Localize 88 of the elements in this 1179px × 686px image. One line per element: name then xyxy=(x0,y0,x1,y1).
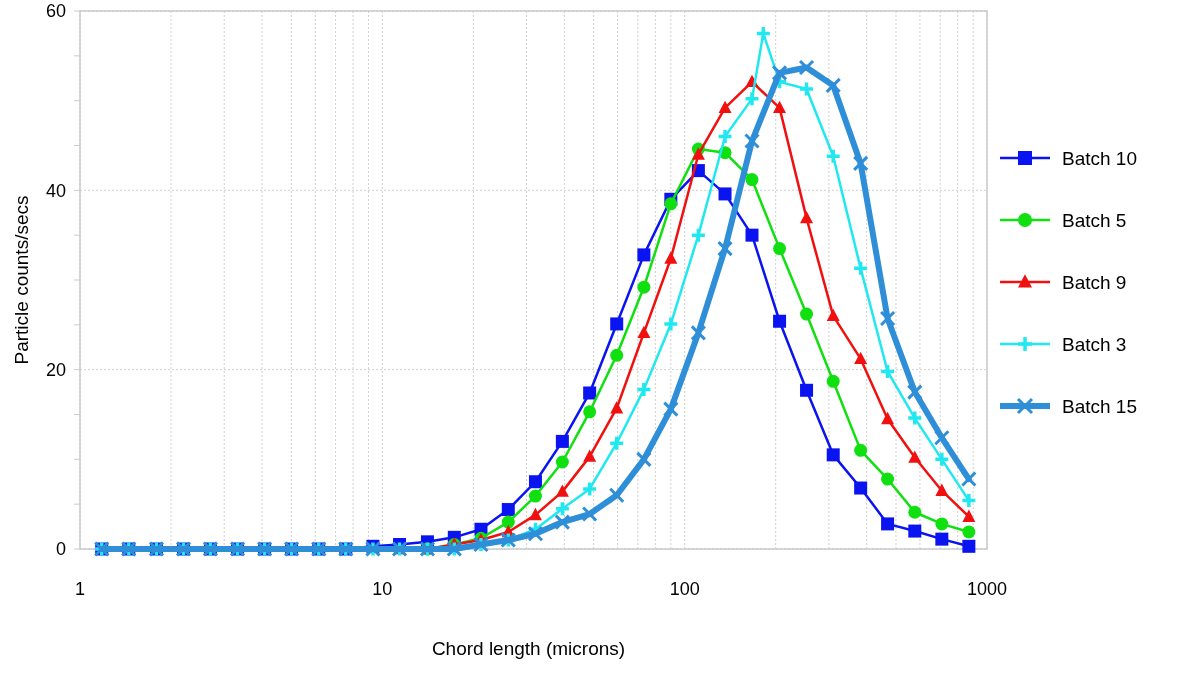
point xyxy=(854,481,868,495)
point xyxy=(906,384,923,401)
point xyxy=(662,315,680,333)
point xyxy=(960,471,977,488)
point xyxy=(745,228,759,242)
point xyxy=(716,128,734,145)
point xyxy=(854,443,868,457)
point xyxy=(825,77,842,94)
point xyxy=(881,472,895,486)
point xyxy=(962,509,976,522)
y-tick-label: 60 xyxy=(45,1,66,22)
point xyxy=(501,503,515,517)
point xyxy=(935,483,949,496)
point xyxy=(691,147,705,160)
point xyxy=(826,308,840,322)
legend-label: Batch 9 xyxy=(1062,271,1127,293)
point xyxy=(718,100,732,114)
point xyxy=(555,484,569,497)
x-tick-label: 100 xyxy=(669,579,700,599)
point xyxy=(528,475,542,489)
point xyxy=(690,226,707,244)
point xyxy=(664,197,678,211)
y-axis-title: Particle counts/secs xyxy=(11,195,32,365)
x-axis-title: Chord length (microns) xyxy=(431,638,626,659)
y-tick-label: 20 xyxy=(45,359,66,380)
point xyxy=(635,451,652,468)
legend-label: Batch 15 xyxy=(1062,395,1137,417)
point xyxy=(773,242,787,256)
point xyxy=(555,455,569,469)
point xyxy=(610,401,624,414)
point xyxy=(637,248,651,262)
point xyxy=(935,532,949,546)
point xyxy=(743,90,761,108)
point xyxy=(583,405,597,419)
point xyxy=(771,64,788,81)
point xyxy=(501,515,515,529)
y-tick-label: 0 xyxy=(55,539,66,560)
point xyxy=(800,210,814,224)
point xyxy=(583,449,597,462)
x-tick-label: 1 xyxy=(74,579,86,599)
point xyxy=(908,450,922,463)
legend-label: Batch 5 xyxy=(1062,209,1127,231)
point xyxy=(555,434,569,448)
point xyxy=(664,251,678,264)
point xyxy=(881,411,895,425)
point xyxy=(879,310,896,327)
point xyxy=(744,133,760,150)
point xyxy=(637,325,651,339)
point xyxy=(554,500,571,517)
point xyxy=(962,525,976,539)
point xyxy=(662,401,679,418)
point xyxy=(581,480,598,498)
legend-label: Batch 10 xyxy=(1062,147,1137,169)
point xyxy=(800,383,814,397)
point xyxy=(608,487,625,504)
point xyxy=(608,434,625,452)
point xyxy=(554,514,571,531)
legend-label: Batch 3 xyxy=(1062,333,1127,355)
point xyxy=(773,314,787,328)
point xyxy=(637,280,651,294)
point xyxy=(908,524,922,538)
point xyxy=(798,59,815,76)
point xyxy=(610,348,624,362)
point xyxy=(826,374,840,388)
point xyxy=(635,381,653,398)
point xyxy=(717,240,734,257)
point xyxy=(854,351,868,365)
point xyxy=(773,100,787,114)
point xyxy=(528,507,542,521)
x-tick-label: 10 xyxy=(372,579,393,599)
point xyxy=(527,525,544,542)
point xyxy=(610,317,624,331)
point xyxy=(581,506,598,523)
point xyxy=(935,517,949,531)
point xyxy=(826,448,840,462)
point xyxy=(881,517,895,531)
x-tick-label: 1000 xyxy=(966,579,1008,599)
point xyxy=(962,539,976,553)
y-tick-label: 40 xyxy=(45,180,66,201)
point xyxy=(933,429,950,446)
point xyxy=(800,307,814,321)
point xyxy=(745,173,759,187)
point xyxy=(583,386,597,400)
point xyxy=(852,155,869,172)
point xyxy=(528,489,542,503)
point xyxy=(718,187,732,201)
point xyxy=(908,505,922,519)
point xyxy=(690,324,707,341)
